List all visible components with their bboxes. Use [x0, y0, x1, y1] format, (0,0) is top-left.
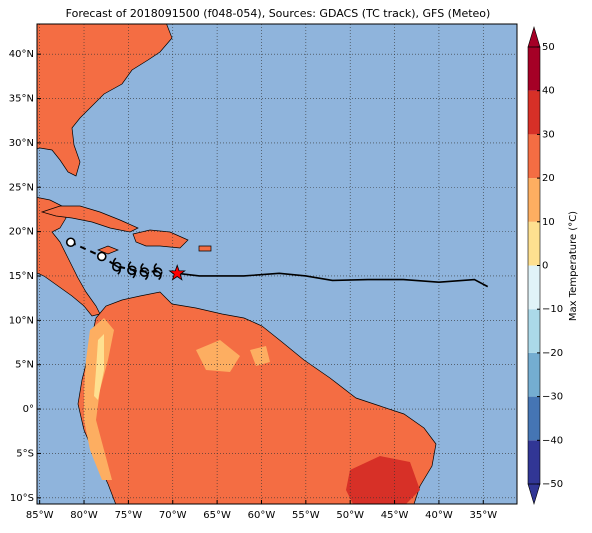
colorbar-tick-label: −10: [542, 304, 563, 315]
cuba: [40, 205, 139, 233]
north-america: [37, 24, 173, 177]
y-tick-label: 15°N: [9, 271, 34, 282]
storm-symbol: [139, 262, 150, 281]
colorbar-swatch: [528, 47, 540, 91]
colorbar-tick-label: −50: [542, 479, 563, 490]
colorbar-tick-label: −20: [542, 348, 563, 359]
colorbar-tick-label: 40: [542, 86, 555, 97]
y-tick-label: 5°N: [15, 360, 34, 371]
colorbar-swatch: [528, 352, 540, 397]
colorbar-tick-label: 50: [542, 42, 555, 53]
y-tick-label: 0°: [23, 404, 34, 415]
x-tick-label: 50°W: [336, 510, 364, 521]
colorbar-swatch: [528, 221, 540, 266]
andes-cold: [94, 334, 104, 400]
current-position: [168, 264, 186, 281]
y-tick-label: 20°N: [9, 227, 34, 238]
x-tick-label: 85°W: [26, 510, 54, 521]
x-tick-label: 70°W: [159, 510, 187, 521]
colorbar-extend-top: [527, 25, 541, 48]
hot-area: [346, 456, 420, 504]
depression-symbol: [96, 251, 107, 262]
x-tick-label: 40°W: [425, 510, 453, 521]
land: [37, 24, 437, 504]
guiana-highlands: [196, 340, 270, 372]
storm-symbol: [112, 257, 122, 275]
colorbar-label: Max Temperature (°C): [568, 211, 579, 321]
puerto-rico: [198, 245, 212, 252]
map-title: Forecast of 2018091500 (f048-054), Sourc…: [66, 7, 491, 20]
colorbar-swatch: [528, 134, 540, 179]
y-tick-label: 35°N: [9, 94, 34, 105]
colorbar-tick-label: 30: [542, 129, 555, 140]
colorbar-swatch: [528, 265, 540, 310]
andes-cool: [84, 318, 114, 480]
track-line: [177, 272, 489, 288]
colorbar-swatch: [528, 309, 540, 353]
storm-symbol: [127, 261, 137, 279]
mexico-central-america: [37, 197, 101, 317]
y-tick-label: 10°N: [9, 315, 34, 326]
colorbar-swatch: [528, 440, 540, 484]
x-tick-label: 45°W: [381, 510, 409, 521]
y-tick-label: 30°N: [9, 138, 34, 149]
colorbar-tick-label: 20: [542, 173, 555, 184]
x-tick-label: 35°W: [469, 510, 497, 521]
y-tick-label: 5°S: [16, 448, 34, 459]
x-tick-label: 65°W: [203, 510, 231, 521]
colorbar-swatch: [528, 396, 540, 441]
x-tick-label: 75°W: [115, 510, 143, 521]
colorbar-tick-label: −40: [542, 435, 563, 446]
map-frame: [36, 23, 518, 505]
track-layer: [65, 237, 489, 288]
x-tick-label: 55°W: [292, 510, 320, 521]
y-tick-label: 10°S: [10, 493, 34, 504]
depression-symbol: [65, 237, 76, 248]
forecast-line: [70, 241, 158, 273]
colorbar-swatch: [528, 90, 540, 135]
colorbar-tick-label: 10: [542, 217, 555, 228]
south-america: [77, 291, 437, 504]
hispaniola: [132, 229, 189, 249]
colorbar-tick-label: −30: [542, 392, 563, 403]
colorbar-tick-label: 0: [542, 261, 548, 272]
storm-symbol: [152, 262, 163, 281]
colorbar-extend-bottom: [527, 483, 541, 506]
colorbar-swatch: [528, 178, 540, 222]
colorbar: −50 −40 −30 −20 −10 0 10 20 30 40 50: [527, 25, 563, 506]
y-tick-label: 25°N: [9, 182, 34, 193]
grid: [37, 24, 517, 504]
x-tick-label: 80°W: [70, 510, 98, 521]
y-tick-label: 40°N: [9, 49, 34, 60]
x-tick-label: 60°W: [248, 510, 276, 521]
